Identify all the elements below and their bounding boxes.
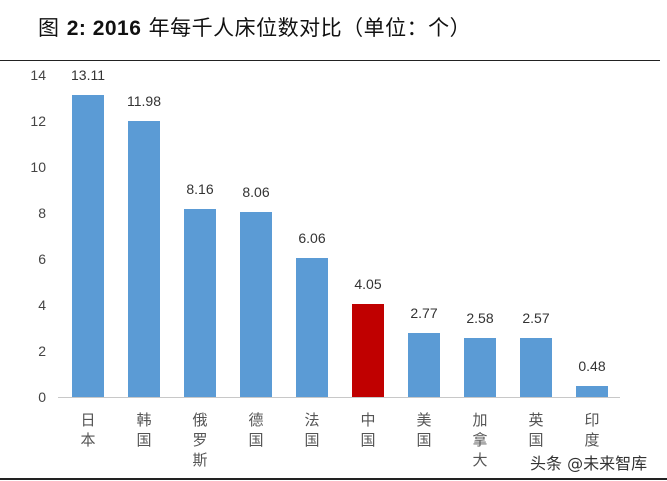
bar [520,338,552,397]
bar [296,258,328,397]
top-rule [0,60,660,61]
y-tick-label: 4 [38,297,46,313]
x-axis-line [58,397,620,398]
figure-title-text: 年每千人床位数对比（单位：个） [148,16,472,40]
x-category-label: 俄罗斯 [192,411,208,469]
data-label: 2.77 [410,305,438,321]
x-category-label: 中国 [360,411,376,449]
y-tick-label: 6 [38,251,46,267]
y-tick-label: 10 [30,159,46,175]
bar [128,121,160,397]
watermark: 头条 @未来智库 [530,454,648,473]
x-category-label: 韩国 [136,411,152,449]
bar [408,333,440,397]
figure-prefix: 图 [38,16,60,40]
data-label: 8.16 [186,181,214,197]
x-category-label: 加拿大 [472,411,488,469]
x-category-label: 德国 [248,411,264,449]
data-label: 11.98 [127,93,161,109]
bar [352,304,384,397]
data-label: 8.06 [242,184,270,200]
bar [240,212,272,397]
x-category-label: 印度 [584,411,600,449]
x-category-label: 英国 [528,411,544,449]
bar [184,209,216,397]
y-tick-label: 0 [38,389,46,405]
data-label: 0.48 [578,358,606,374]
x-category-label: 法国 [304,411,320,449]
data-label: 6.06 [298,230,326,246]
bottom-rule [0,478,667,480]
y-tick-label: 8 [38,205,46,221]
bar [72,95,104,397]
y-tick-label: 2 [38,343,46,359]
x-category-label: 日本 [80,411,96,449]
data-label: 2.58 [466,310,494,326]
data-label: 4.05 [354,276,382,292]
data-label: 2.57 [522,310,550,326]
chart-title: 图 2: 2016 年每千人床位数对比（单位：个） [38,12,471,42]
x-category-label: 美国 [416,411,432,449]
y-tick-label: 14 [30,67,46,83]
data-label: 13.11 [71,67,105,83]
bar [464,338,496,397]
bar [576,386,608,397]
figure-number: 2: 2016 [66,17,142,40]
y-tick-label: 12 [30,113,46,129]
